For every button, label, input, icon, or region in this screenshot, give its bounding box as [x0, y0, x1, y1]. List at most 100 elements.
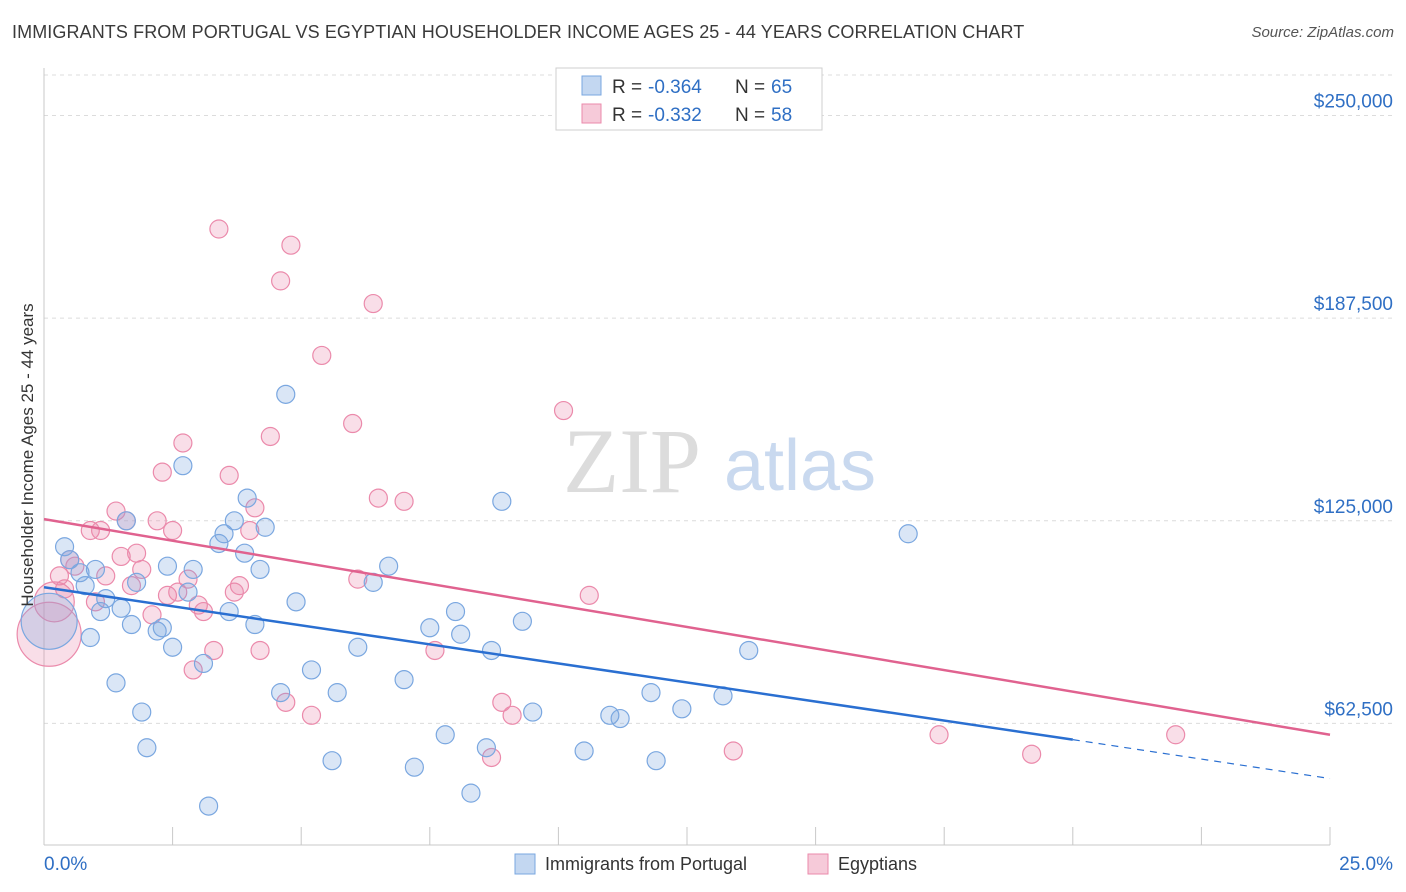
- point-egyptians: [271, 271, 291, 291]
- point-portugal: [898, 524, 918, 544]
- point-egyptians: [204, 640, 224, 661]
- point-portugal: [173, 456, 193, 476]
- point-portugal: [641, 683, 661, 703]
- point-egyptians: [126, 543, 147, 563]
- point-egyptians: [579, 585, 599, 605]
- point-portugal: [739, 640, 759, 661]
- point-egyptians: [250, 640, 270, 661]
- point-egyptians: [281, 235, 301, 255]
- point-egyptians: [85, 592, 106, 612]
- point-portugal: [646, 751, 666, 771]
- point-egyptians: [245, 498, 265, 518]
- point-egyptians: [492, 692, 512, 712]
- point-portugal: [286, 592, 306, 612]
- legend-label-egyptians: Egyptians: [838, 854, 917, 874]
- point-portugal: [85, 559, 106, 580]
- point-egyptians: [363, 293, 383, 314]
- point-portugal: [301, 660, 322, 680]
- chart-title: IMMIGRANTS FROM PORTUGAL VS EGYPTIAN HOU…: [12, 22, 1025, 42]
- point-egyptians: [312, 345, 332, 366]
- axes: $62,500 $125,000 $187,500 $250,000 0.0% 25.0%: [43, 68, 1393, 875]
- point-portugal: [492, 491, 512, 511]
- point-portugal: [672, 699, 692, 719]
- source-credit: Source: ZipAtlas.com: [1251, 24, 1394, 41]
- point-egyptians: [183, 660, 203, 680]
- point-portugal: [461, 783, 481, 803]
- point-portugal: [276, 384, 296, 404]
- stats-legend: R = -0.364 N = 65 R = -0.332 N = 58: [555, 67, 823, 131]
- legend-label-portugal: Immigrants from Portugal: [545, 854, 747, 874]
- point-egyptians: [1166, 725, 1186, 745]
- point-portugal: [512, 611, 532, 631]
- trend-lines: [43, 517, 1331, 780]
- point-egyptians: [553, 400, 574, 421]
- point-portugal: [600, 705, 620, 725]
- point-portugal: [445, 601, 466, 622]
- point-portugal: [152, 618, 172, 638]
- point-portugal: [348, 637, 368, 657]
- stats-row-portugal: R = -0.364 N = 65: [581, 75, 792, 98]
- y-tick-label: $125,000: [1314, 497, 1393, 518]
- point-portugal: [199, 796, 219, 816]
- point-portugal: [20, 592, 78, 650]
- x-tick-label: 25.0%: [1339, 854, 1393, 875]
- point-portugal: [250, 559, 270, 580]
- y-tick-label: $187,500: [1314, 294, 1393, 315]
- point-egyptians: [1022, 744, 1042, 764]
- stats-n-label: N =: [735, 105, 765, 126]
- y-axis-label: Householder Income Ages 25 - 44 years: [18, 303, 37, 606]
- series-legend: Immigrants from Portugal Egyptians: [514, 853, 917, 875]
- point-portugal: [255, 517, 275, 537]
- point-egyptians: [394, 491, 414, 511]
- point-portugal: [132, 702, 152, 722]
- point-egyptians: [260, 426, 280, 447]
- point-portugal: [523, 702, 543, 722]
- point-egyptians: [152, 462, 172, 482]
- point-egyptians: [173, 433, 193, 453]
- point-egyptians: [229, 576, 250, 596]
- point-egyptians: [502, 705, 522, 725]
- stats-r-label: R =: [612, 105, 642, 126]
- stats-swatch-portugal: [581, 75, 602, 96]
- point-egyptians: [481, 747, 502, 768]
- point-portugal: [219, 601, 239, 622]
- stats-r-value: -0.332: [648, 105, 702, 126]
- point-egyptians: [929, 725, 949, 745]
- point-portugal: [183, 559, 203, 580]
- stats-n-label: N =: [735, 77, 765, 98]
- point-portugal: [137, 738, 157, 758]
- point-egyptians: [168, 582, 188, 602]
- point-portugal: [121, 614, 142, 635]
- point-portugal: [116, 511, 136, 531]
- point-egyptians: [65, 556, 85, 576]
- point-portugal: [111, 598, 131, 618]
- point-portugal: [435, 725, 455, 745]
- point-egyptians: [301, 705, 322, 725]
- watermark-atlas: atlas: [724, 426, 876, 506]
- point-egyptians: [240, 520, 260, 541]
- trend-line-portugal: [1072, 739, 1331, 780]
- point-portugal: [322, 751, 342, 771]
- y-tick-label: $250,000: [1314, 92, 1393, 113]
- point-egyptians: [276, 692, 296, 712]
- point-portugal: [193, 653, 214, 674]
- point-portugal: [157, 556, 178, 576]
- stats-row-egyptians: R = -0.332 N = 58: [581, 103, 792, 126]
- point-egyptians: [96, 566, 116, 586]
- point-egyptians: [111, 546, 131, 567]
- point-portugal: [610, 708, 630, 729]
- legend-swatch-portugal: [514, 853, 536, 875]
- point-portugal: [271, 683, 291, 703]
- point-portugal: [214, 524, 234, 544]
- point-portugal: [574, 741, 594, 761]
- point-portugal: [327, 683, 347, 703]
- stats-n-value: 65: [771, 77, 792, 98]
- y-tick-label: $62,500: [1324, 699, 1393, 720]
- point-egyptians: [723, 741, 743, 761]
- point-portugal: [404, 757, 424, 777]
- point-egyptians: [368, 488, 388, 508]
- x-tick-label: 0.0%: [44, 854, 87, 875]
- point-egyptians: [147, 511, 167, 531]
- point-portugal: [481, 640, 502, 661]
